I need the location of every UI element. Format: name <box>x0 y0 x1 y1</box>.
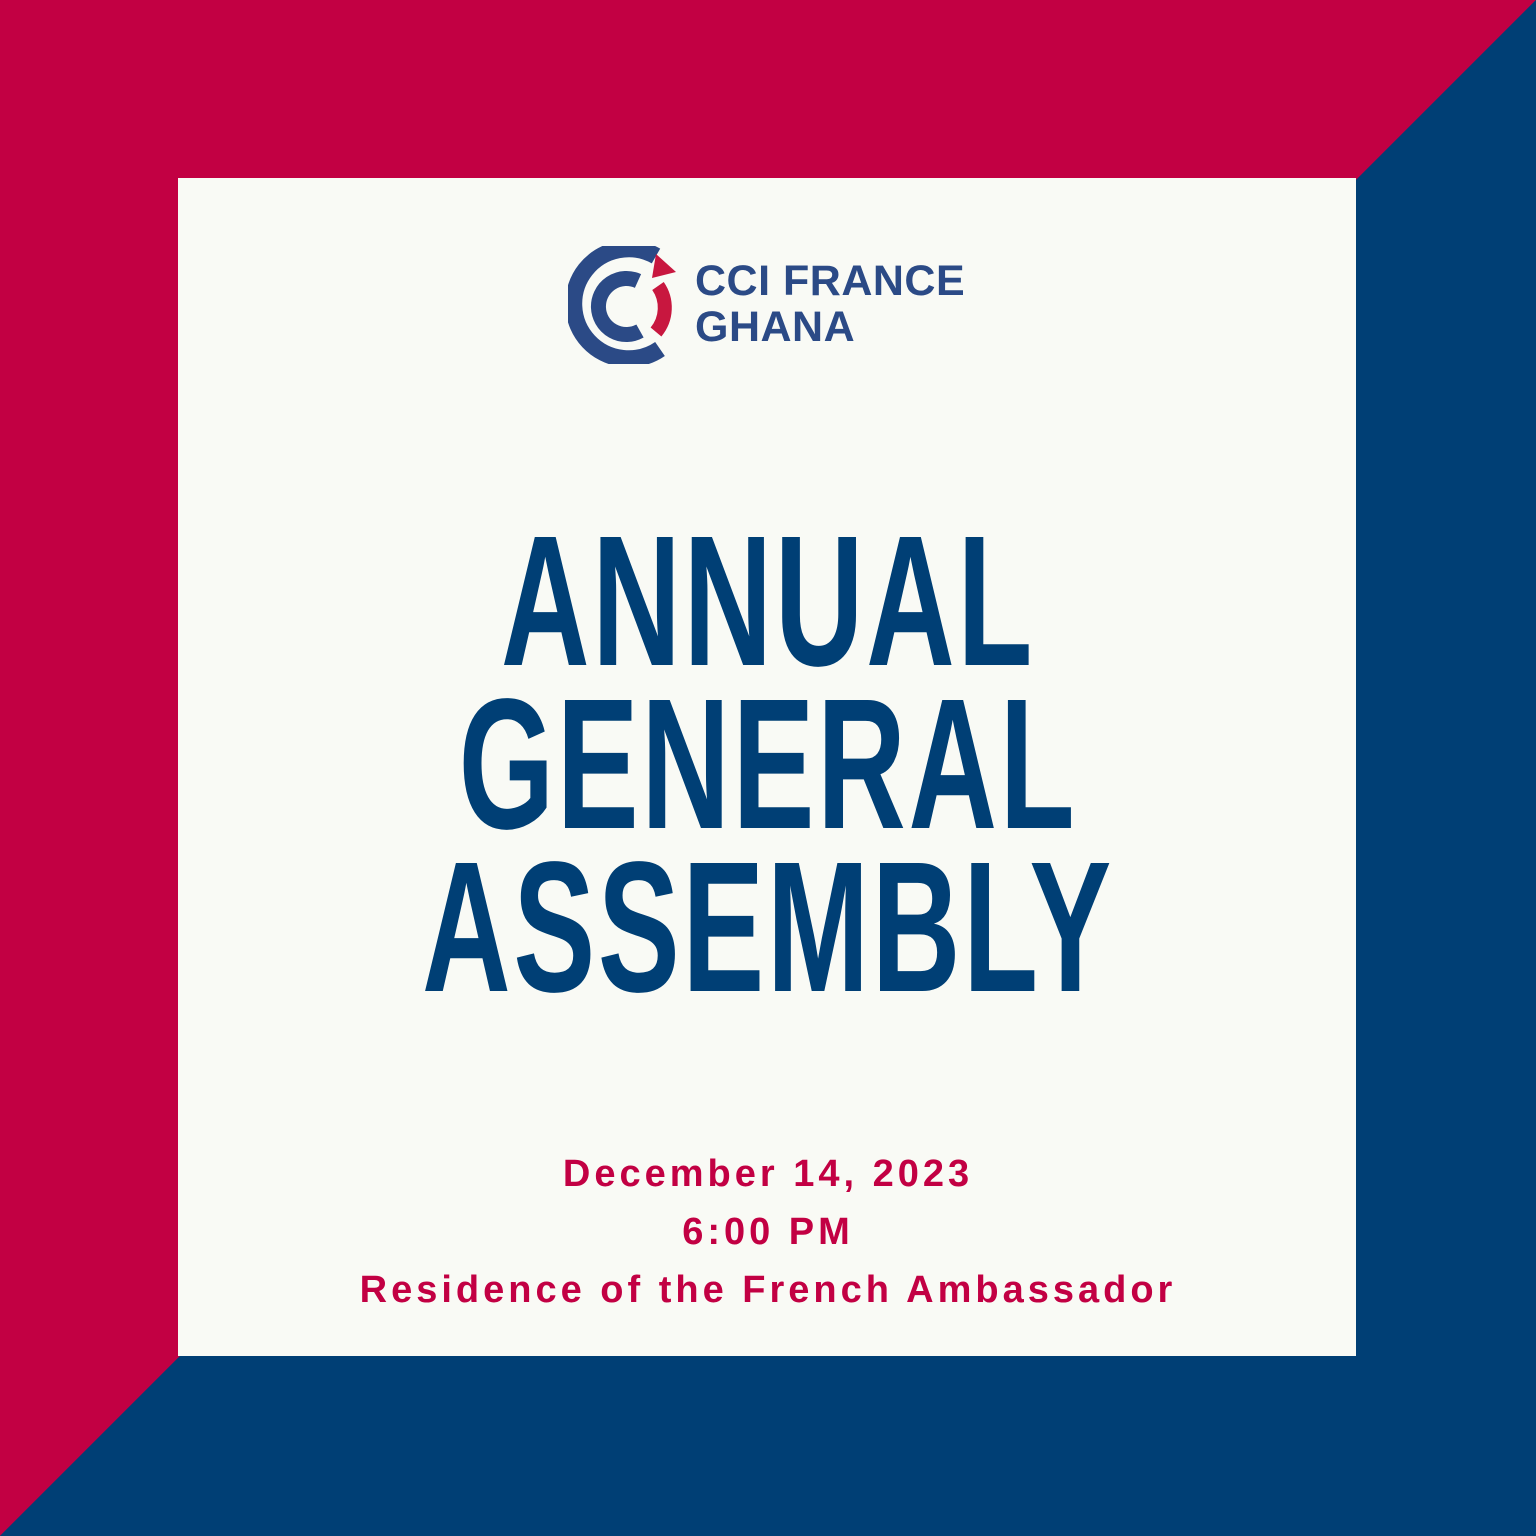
event-details: December 14, 2023 6:00 PM Residence of t… <box>0 1145 1536 1319</box>
title-line3: ASSEMBLY <box>422 824 1114 1031</box>
event-date: December 14, 2023 <box>562 1153 974 1195</box>
event-title: ANNUAL GENERAL ASSEMBLY <box>0 498 1536 1031</box>
content-panel <box>178 178 1356 1356</box>
title-line1: ANNUAL <box>500 498 1036 705</box>
title-line2: GENERAL <box>458 661 1078 868</box>
cci-france-ghana-logo: CCI FRANCE GHANA <box>565 240 968 368</box>
event-time: 6:00 PM <box>682 1211 854 1253</box>
logo-text-line2: GHANA <box>695 303 856 351</box>
cci-logo-mark-icon <box>565 240 676 368</box>
logo-text-line1: CCI FRANCE <box>695 257 966 305</box>
event-venue: Residence of the French Ambassador <box>359 1269 1177 1311</box>
